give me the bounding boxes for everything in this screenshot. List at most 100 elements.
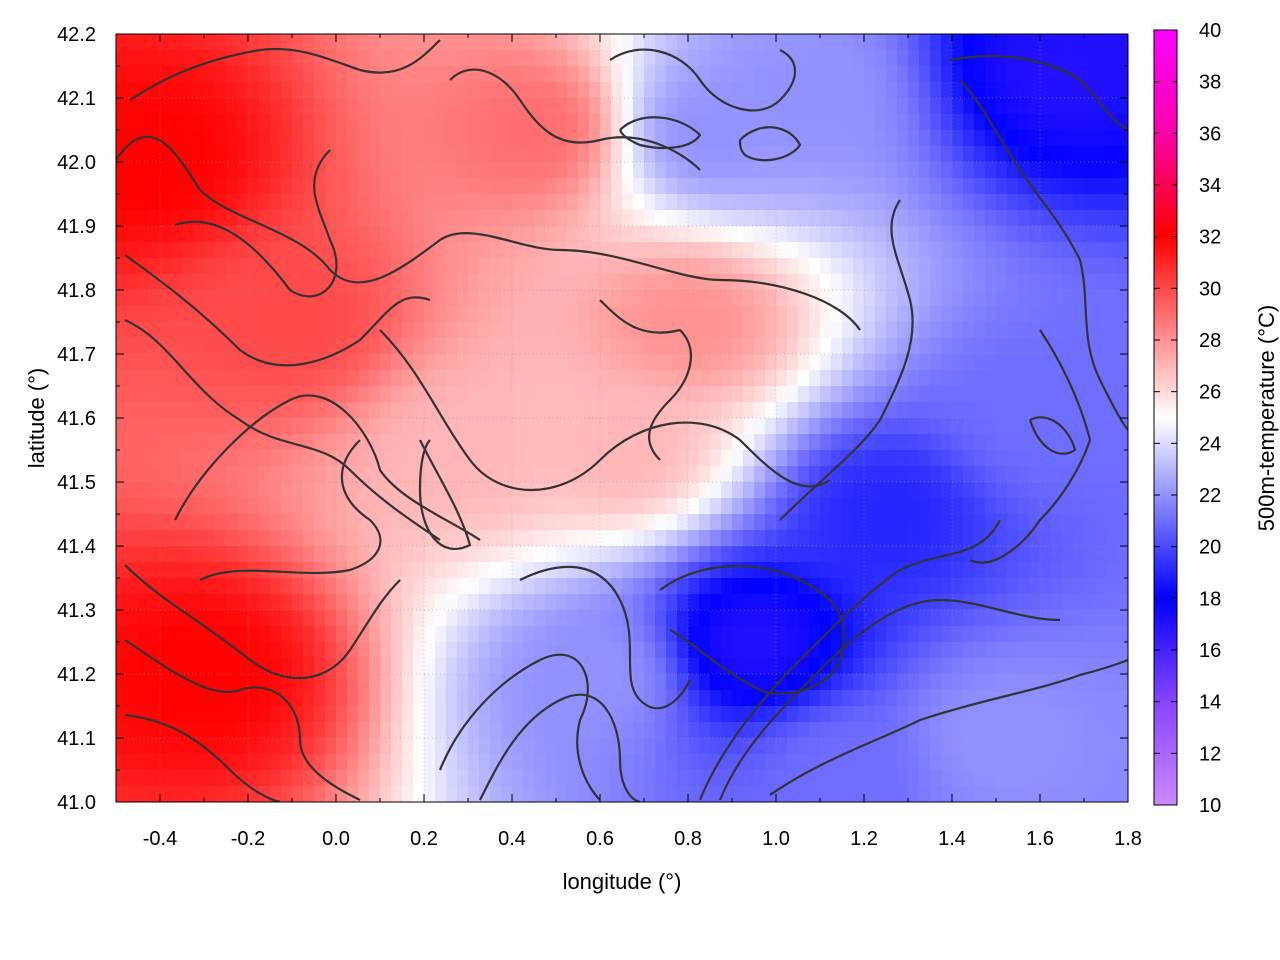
heatmap-cell bbox=[138, 786, 150, 802]
heatmap-cell bbox=[919, 386, 931, 403]
heatmap-cell bbox=[545, 258, 557, 275]
heatmap-cell bbox=[237, 322, 249, 339]
heatmap-cell bbox=[468, 546, 480, 563]
heatmap-cell bbox=[534, 258, 546, 275]
heatmap-cell bbox=[897, 546, 909, 563]
heatmap-cell bbox=[919, 290, 931, 307]
heatmap-cell bbox=[215, 306, 227, 323]
heatmap-cell bbox=[358, 754, 370, 771]
heatmap-cell bbox=[1018, 322, 1030, 339]
heatmap-cell bbox=[864, 178, 876, 195]
heatmap-cell bbox=[512, 242, 524, 259]
heatmap-cell bbox=[897, 258, 909, 275]
heatmap-cell bbox=[435, 594, 447, 611]
heatmap-cell bbox=[149, 738, 161, 755]
heatmap-cell bbox=[116, 786, 128, 802]
heatmap-cell bbox=[512, 642, 524, 659]
heatmap-cell bbox=[545, 722, 557, 739]
heatmap-cell bbox=[864, 610, 876, 627]
heatmap-cell bbox=[853, 386, 865, 403]
heatmap-cell bbox=[1051, 146, 1063, 163]
heatmap-cell bbox=[446, 274, 458, 291]
heatmap-cell bbox=[380, 594, 392, 611]
heatmap-cell bbox=[336, 690, 348, 707]
heatmap-cell bbox=[567, 98, 579, 115]
heatmap-cell bbox=[798, 178, 810, 195]
heatmap-cell bbox=[1051, 722, 1063, 739]
heatmap-cell bbox=[699, 690, 711, 707]
heatmap-cell bbox=[336, 418, 348, 435]
heatmap-cell bbox=[908, 546, 920, 563]
heatmap-cell bbox=[886, 658, 898, 675]
heatmap-cell bbox=[1106, 194, 1118, 211]
heatmap-cell bbox=[281, 386, 293, 403]
heatmap-cell bbox=[413, 274, 425, 291]
heatmap-cell bbox=[1062, 450, 1074, 467]
heatmap-cell bbox=[644, 130, 656, 147]
heatmap-cell bbox=[303, 226, 315, 243]
heatmap-cell bbox=[171, 242, 183, 259]
heatmap-cell bbox=[798, 498, 810, 515]
heatmap-cell bbox=[600, 722, 612, 739]
heatmap-cell bbox=[809, 562, 821, 579]
heatmap-cell bbox=[633, 402, 645, 419]
heatmap-cell bbox=[578, 274, 590, 291]
heatmap-cell bbox=[138, 34, 150, 51]
heatmap-cell bbox=[523, 562, 535, 579]
heatmap-cell bbox=[974, 578, 986, 595]
heatmap-cell bbox=[1051, 386, 1063, 403]
heatmap-cell bbox=[314, 66, 326, 83]
heatmap-cell bbox=[402, 626, 414, 643]
heatmap-cell bbox=[1117, 562, 1128, 579]
heatmap-cell bbox=[952, 258, 964, 275]
heatmap-cell bbox=[864, 386, 876, 403]
heatmap-cell bbox=[127, 114, 139, 131]
heatmap-cell bbox=[248, 594, 260, 611]
heatmap-cell bbox=[501, 642, 513, 659]
heatmap-cell bbox=[501, 130, 513, 147]
heatmap-cell bbox=[721, 178, 733, 195]
heatmap-cell bbox=[248, 98, 260, 115]
heatmap-cell bbox=[380, 258, 392, 275]
heatmap-cell bbox=[886, 738, 898, 755]
heatmap-cell bbox=[391, 66, 403, 83]
heatmap-cell bbox=[171, 642, 183, 659]
heatmap-cell bbox=[413, 354, 425, 371]
heatmap-cell bbox=[699, 66, 711, 83]
heatmap-cell bbox=[127, 578, 139, 595]
heatmap-cell bbox=[754, 354, 766, 371]
heatmap-cell bbox=[743, 402, 755, 419]
heatmap-cell bbox=[347, 386, 359, 403]
heatmap-cell bbox=[875, 626, 887, 643]
heatmap-cell bbox=[171, 658, 183, 675]
heatmap-cell bbox=[237, 130, 249, 147]
heatmap-cell bbox=[215, 82, 227, 99]
heatmap-cell bbox=[501, 194, 513, 211]
heatmap-cell bbox=[710, 178, 722, 195]
heatmap-cell bbox=[314, 82, 326, 99]
heatmap-cell bbox=[699, 738, 711, 755]
heatmap-cell bbox=[259, 290, 271, 307]
heatmap-cell bbox=[446, 306, 458, 323]
heatmap-cell bbox=[226, 706, 238, 723]
heatmap-cell bbox=[941, 530, 953, 547]
heatmap-cell bbox=[1007, 66, 1019, 83]
heatmap-cell bbox=[886, 786, 898, 802]
heatmap-cell bbox=[919, 658, 931, 675]
heatmap-cell bbox=[182, 754, 194, 771]
heatmap-cell bbox=[567, 546, 579, 563]
heatmap-cell bbox=[479, 34, 491, 51]
heatmap-cell bbox=[380, 146, 392, 163]
heatmap-cell bbox=[919, 338, 931, 355]
heatmap-cell bbox=[149, 274, 161, 291]
heatmap-cell bbox=[545, 34, 557, 51]
heatmap-cell bbox=[809, 482, 821, 499]
heatmap-cell bbox=[787, 418, 799, 435]
heatmap-cell bbox=[435, 706, 447, 723]
heatmap-cell bbox=[391, 50, 403, 67]
heatmap-cell bbox=[600, 210, 612, 227]
heatmap-cell bbox=[743, 162, 755, 179]
heatmap-cell bbox=[633, 386, 645, 403]
heatmap-cell bbox=[787, 754, 799, 771]
heatmap-cell bbox=[435, 290, 447, 307]
